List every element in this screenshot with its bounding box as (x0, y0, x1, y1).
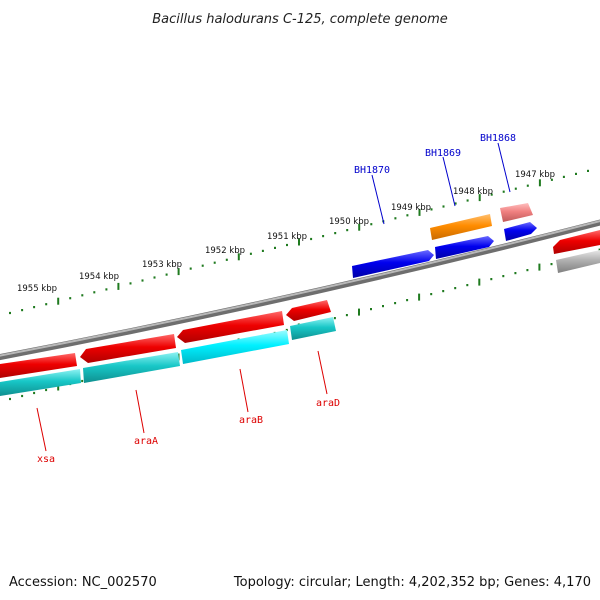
leader-bh1870 (371, 174, 385, 225)
gene-feature-bh1868[interactable] (504, 222, 537, 241)
scale-labels: 1955 kbp 1954 kbp 1953 kbp 1952 kbp 1951… (17, 170, 555, 294)
scale-label-1955: 1955 kbp (17, 284, 57, 294)
gene-feature-red-right[interactable] (553, 230, 600, 254)
gene-feature-xsa-lower[interactable] (0, 369, 81, 396)
leader-araB (239, 368, 249, 413)
leader-bh1869 (442, 156, 456, 207)
gene-label-araD[interactable]: araD (316, 398, 340, 409)
leader-araD (317, 350, 328, 395)
gene-label-araA[interactable]: araA (134, 436, 158, 447)
gene-feature-orange[interactable] (430, 214, 492, 240)
scale-label-1951: 1951 kbp (267, 232, 307, 242)
scale-label-1947: 1947 kbp (515, 170, 555, 180)
scale-label-1949: 1949 kbp (391, 203, 431, 213)
gene-feature-araB-lower[interactable] (181, 330, 289, 364)
forward-strand-features (352, 203, 600, 278)
bottom-gene-labels: xsa araA araB araD (36, 350, 340, 465)
gene-label-bh1869[interactable]: BH1869 (425, 148, 461, 159)
outer-scale-ring (9, 169, 589, 315)
scale-label-1948: 1948 kbp (453, 187, 493, 197)
reverse-strand-features (0, 300, 336, 396)
gene-feature-bh1869[interactable] (435, 236, 494, 259)
gene-feature-gray-right[interactable] (556, 250, 600, 273)
gene-feature-araD-lower[interactable] (290, 317, 336, 340)
top-gene-labels: BH1870 BH1869 BH1868 (354, 133, 516, 225)
gene-label-araB[interactable]: araB (239, 415, 263, 426)
gene-feature-pink[interactable] (500, 203, 533, 222)
gene-label-bh1870[interactable]: BH1870 (354, 165, 390, 176)
gene-label-xsa[interactable]: xsa (37, 454, 55, 465)
gene-feature-araD[interactable] (286, 300, 331, 321)
leader-bh1868 (497, 142, 511, 193)
scale-label-1950: 1950 kbp (329, 217, 369, 227)
gene-feature-bh1870[interactable] (352, 250, 434, 278)
gene-feature-xsa[interactable] (0, 353, 77, 378)
genome-stats-text: Topology: circular; Length: 4,202,352 bp… (233, 575, 591, 590)
gene-feature-araB[interactable] (177, 311, 284, 343)
leader-araA (135, 389, 145, 434)
scale-label-1954: 1954 kbp (79, 272, 119, 282)
accession-text: Accession: NC_002570 (9, 575, 157, 590)
leader-xsa (36, 407, 47, 452)
gene-label-bh1868[interactable]: BH1868 (480, 133, 516, 144)
gene-feature-araA[interactable] (80, 334, 176, 363)
map-title: Bacillus halodurans C-125, complete geno… (152, 12, 448, 27)
scale-label-1952: 1952 kbp (205, 246, 245, 256)
scale-label-1953: 1953 kbp (142, 260, 182, 270)
genome-backbone (0, 219, 600, 361)
gene-feature-araA-lower[interactable] (83, 352, 180, 383)
